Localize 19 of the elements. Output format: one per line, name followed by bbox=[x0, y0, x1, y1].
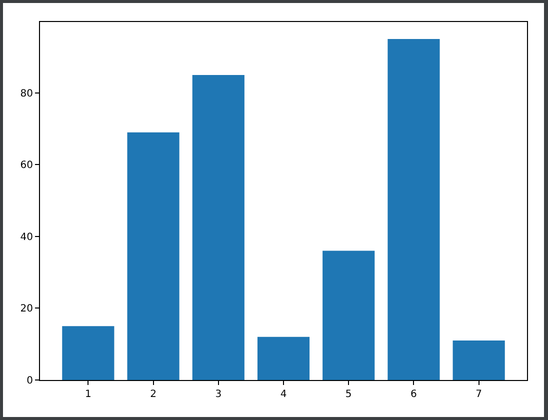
bar bbox=[127, 132, 180, 380]
x-tick-label: 4 bbox=[280, 389, 287, 400]
bar bbox=[322, 250, 375, 380]
y-tick-label: 80 bbox=[20, 88, 33, 100]
x-tick-label: 3 bbox=[215, 389, 222, 400]
y-tick-label: 0 bbox=[26, 376, 33, 386]
x-tick-label: 7 bbox=[476, 389, 482, 400]
y-tick-label: 40 bbox=[20, 232, 33, 243]
bar bbox=[257, 336, 310, 380]
x-tick-label: 2 bbox=[150, 389, 156, 400]
bar bbox=[388, 39, 440, 380]
x-tick-label: 5 bbox=[345, 389, 352, 400]
bar bbox=[452, 340, 505, 380]
y-tick-label: 60 bbox=[20, 160, 33, 172]
x-tick-label: 1 bbox=[84, 389, 92, 400]
y-tick-label: 20 bbox=[20, 304, 33, 315]
bar bbox=[192, 74, 244, 380]
x-tick-label: 6 bbox=[410, 389, 417, 400]
bar bbox=[62, 326, 114, 380]
